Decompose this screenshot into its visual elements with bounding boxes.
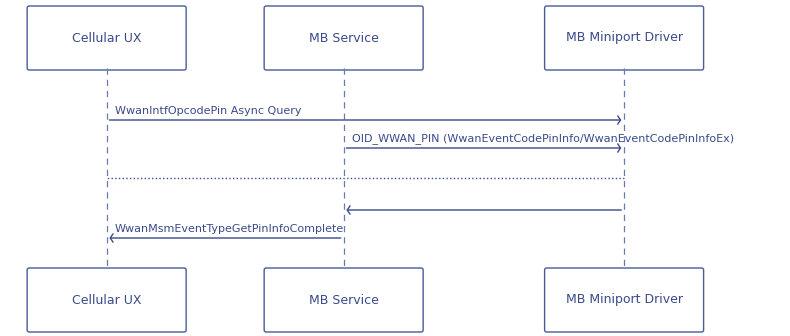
FancyBboxPatch shape (264, 268, 423, 332)
FancyBboxPatch shape (544, 6, 704, 70)
FancyBboxPatch shape (27, 6, 186, 70)
Text: MB Miniport Driver: MB Miniport Driver (566, 32, 683, 44)
Text: Cellular UX: Cellular UX (72, 32, 141, 44)
Text: Cellular UX: Cellular UX (72, 294, 141, 306)
FancyBboxPatch shape (27, 268, 186, 332)
Text: MB Miniport Driver: MB Miniport Driver (566, 294, 683, 306)
Text: MB Service: MB Service (309, 32, 378, 44)
Text: WwanIntfOpcodePin Async Query: WwanIntfOpcodePin Async Query (115, 106, 301, 116)
FancyBboxPatch shape (544, 268, 704, 332)
Text: WwanMsmEventTypeGetPinInfoComplete: WwanMsmEventTypeGetPinInfoComplete (115, 224, 344, 234)
Text: OID_WWAN_PIN (WwanEventCodePinInfo/WwanEventCodePinInfoEx): OID_WWAN_PIN (WwanEventCodePinInfo/WwanE… (352, 133, 734, 144)
FancyBboxPatch shape (264, 6, 423, 70)
Text: MB Service: MB Service (309, 294, 378, 306)
